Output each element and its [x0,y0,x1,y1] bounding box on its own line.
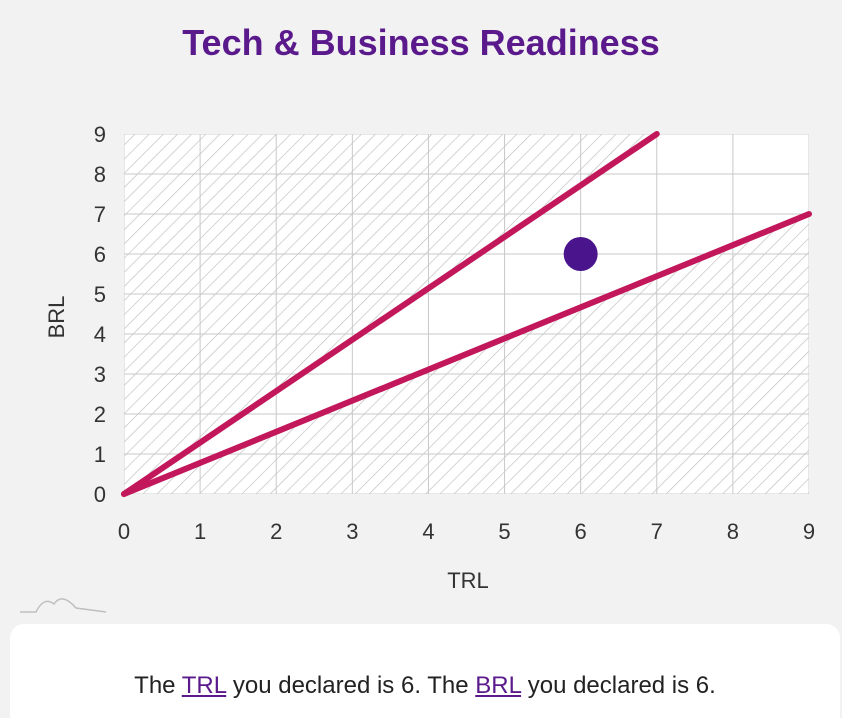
readiness-zone [124,134,809,494]
y-tick-label: 6 [94,242,106,267]
declaration-text: The TRL you declared is 6. The BRL you d… [10,672,840,700]
declaration-middle: you declared is 6. The [226,672,476,699]
readiness-chart: 0 1 2 3 4 5 6 7 8 9 0 1 2 3 4 5 6 7 8 9 TRL BRL [44,122,815,593]
y-tick-label: 0 [94,482,106,507]
x-tick-label: 0 [118,519,130,544]
x-tick-label: 7 [651,519,663,544]
y-tick-label: 3 [94,362,106,387]
x-axis-label: TRL [447,568,489,593]
y-tick-label: 2 [94,402,106,427]
declaration-suffix: you declared is 6. [521,672,716,699]
x-tick-label: 4 [422,519,434,544]
y-tick-label: 5 [94,282,106,307]
x-tick-label: 5 [498,519,510,544]
lower-boundary-line [121,211,812,497]
y-tick-label: 9 [94,122,106,147]
brl-link[interactable]: BRL [475,672,522,699]
y-axis-label: BRL [44,296,69,339]
mountain-logo-icon [20,598,107,613]
x-tick-label: 6 [575,519,587,544]
declaration-summary: The TRL you declared is 6. The BRL you d… [10,624,840,718]
declared-point [563,237,598,271]
y-tick-label: 1 [94,442,106,467]
x-tick-label: 2 [270,519,282,544]
y-tick-label: 8 [94,162,106,187]
x-tick-label: 3 [346,519,358,544]
y-tick-label: 7 [94,202,106,227]
upper-boundary-line [121,131,660,497]
x-tick-label: 1 [194,519,206,544]
y-tick-label: 4 [94,322,106,347]
x-tick-label: 9 [803,519,815,544]
declaration-prefix: The [134,672,182,699]
x-tick-label: 8 [727,519,739,544]
page-title: Tech & Business Readiness [182,22,660,63]
trl-link[interactable]: TRL [181,672,227,699]
